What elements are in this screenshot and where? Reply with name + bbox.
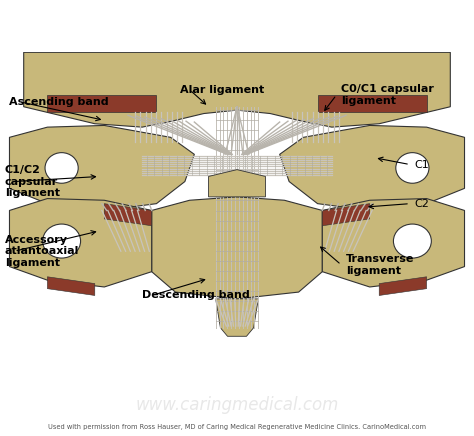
Text: Ascending band: Ascending band: [9, 97, 109, 107]
Polygon shape: [379, 277, 427, 296]
Polygon shape: [104, 204, 152, 226]
Ellipse shape: [45, 153, 78, 183]
Polygon shape: [322, 198, 465, 287]
Polygon shape: [280, 126, 465, 211]
Text: C0/C1 capsular
ligament: C0/C1 capsular ligament: [341, 84, 434, 106]
Ellipse shape: [396, 153, 429, 183]
Ellipse shape: [43, 224, 81, 258]
Polygon shape: [47, 277, 95, 296]
Polygon shape: [216, 299, 258, 336]
Text: C2: C2: [415, 199, 429, 209]
Text: Descending band: Descending band: [142, 290, 250, 300]
Text: Alar ligament: Alar ligament: [180, 85, 264, 95]
Ellipse shape: [393, 224, 431, 258]
Polygon shape: [9, 126, 194, 211]
Text: Accessory
atlantoaxial
ligament: Accessory atlantoaxial ligament: [5, 235, 79, 268]
Polygon shape: [9, 198, 152, 287]
Text: C1: C1: [415, 160, 429, 170]
Polygon shape: [24, 52, 450, 127]
Polygon shape: [209, 170, 265, 197]
Polygon shape: [318, 95, 427, 112]
Text: Transverse
ligament: Transverse ligament: [346, 254, 414, 276]
Polygon shape: [152, 197, 322, 299]
Text: www.caringmedical.com: www.caringmedical.com: [135, 395, 339, 414]
Text: C1/C2
capsular
ligament: C1/C2 capsular ligament: [5, 165, 60, 198]
Text: Illustration showing ligaments of upper cervical spine from
posterior view.: Illustration showing ligaments of upper …: [9, 9, 474, 41]
Polygon shape: [47, 95, 156, 112]
Polygon shape: [322, 204, 370, 226]
Text: Used with permission from Ross Hauser, MD of Caring Medical Regenerative Medicin: Used with permission from Ross Hauser, M…: [48, 424, 426, 430]
